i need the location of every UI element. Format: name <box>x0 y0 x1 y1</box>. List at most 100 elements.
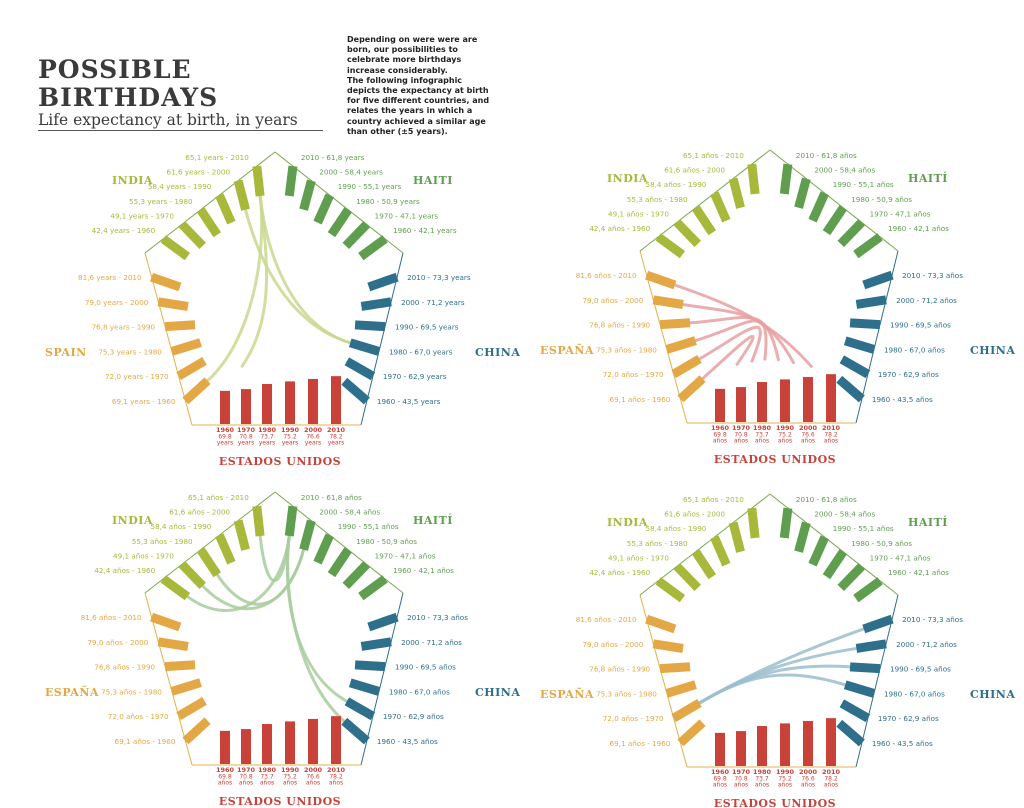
india-bar-1960 <box>160 235 191 261</box>
china-label-2010: 2010 - 73,3 años <box>407 613 468 622</box>
spain-bar-2000 <box>157 297 189 311</box>
spain-label-2010: 81,6 years - 2010 <box>78 273 142 282</box>
haiti-bar-1960 <box>853 233 883 259</box>
india-label-2000: 61,6 años - 2000 <box>169 508 230 517</box>
china-label-1960: 1960 - 43,5 años <box>872 395 933 404</box>
country-name-usa: ESTADOS UNIDOS <box>714 797 836 808</box>
haiti-label-1980: 1980 - 50,9 años <box>851 195 912 204</box>
usa-unit-1990: años <box>778 782 792 789</box>
description-line: celebrate more birthdays <box>347 55 462 65</box>
haiti-label-1970: 1970 - 47,1 years <box>375 211 439 220</box>
usa-unit-1960: años <box>713 438 727 445</box>
india-label-2000: 61,6 años - 2000 <box>664 166 725 175</box>
usa-value-2010: 78.2 <box>329 774 343 781</box>
india-label-1970: 49,1 años - 1970 <box>608 209 669 218</box>
usa-year-2000: 2000 <box>304 426 323 434</box>
china-bar-1960 <box>836 375 865 403</box>
china-label-1980: 1980 - 67,0 años <box>389 687 450 696</box>
usa-year-1970: 1970 <box>237 766 256 774</box>
china-label-1970: 1970 - 62,9 años <box>878 714 939 723</box>
description-line: country achieved a similar age <box>347 116 486 126</box>
india-bar-1970 <box>673 219 701 248</box>
usa-year-1980: 1980 <box>258 426 277 434</box>
spain-label-1990: 76,8 years - 1990 <box>92 323 156 332</box>
india-label-2000: 61,6 años - 2000 <box>664 510 725 519</box>
country-name-india: INDIA <box>607 172 648 185</box>
usa-value-2000: 76.6 <box>306 774 320 781</box>
country-name-india: INDIA <box>112 514 153 527</box>
page-title-line2: BIRTHDAYS <box>38 83 219 112</box>
usa-year-2000: 2000 <box>799 424 818 432</box>
haiti-bar-1970 <box>342 561 370 589</box>
china-bar-1980 <box>843 336 876 354</box>
india-label-1960: 42,4 años - 1960 <box>94 566 155 575</box>
spain-label-1980: 75,3 años - 1980 <box>596 689 657 698</box>
spain-bar-1980 <box>170 678 202 696</box>
india-bar-1990 <box>215 533 236 565</box>
china-bar-2000 <box>360 297 392 311</box>
usa-unit-1970: años <box>734 438 748 445</box>
usa-bar-1970 <box>241 389 251 424</box>
country-name-usa: ESTADOS UNIDOS <box>219 795 341 808</box>
china-bar-2010 <box>862 614 894 634</box>
india-bar-1990 <box>710 535 731 567</box>
china-label-1970: 1970 - 62,9 years <box>383 372 447 381</box>
spain-label-2000: 79,0 años - 2000 <box>582 296 643 305</box>
china-bar-1990 <box>849 318 881 330</box>
haiti-label-2010: 2010 - 61,8 años <box>796 151 857 160</box>
usa-bar-2010 <box>826 718 836 766</box>
usa-value-2010: 78.2 <box>824 432 838 439</box>
india-label-1970: 49,1 years - 1970 <box>110 211 174 220</box>
haiti-bar-1970 <box>837 219 865 247</box>
haiti-bar-1990 <box>313 193 334 225</box>
spain-label-1970: 72,0 años - 1970 <box>603 370 664 379</box>
haiti-bar-1980 <box>822 549 847 580</box>
haiti-bar-1990 <box>808 535 829 567</box>
page-subtitle: Life expectancy at birth, in years <box>38 111 298 129</box>
spain-bar-1970 <box>671 699 702 723</box>
usa-year-2010: 2010 <box>327 766 346 774</box>
spain-bar-1980 <box>665 680 697 698</box>
spain-label-1980: 75,3 años - 1980 <box>596 345 657 354</box>
usa-unit-2010: años <box>824 782 838 789</box>
usa-unit-1980: años <box>260 780 274 787</box>
usa-value-1960: 69.8 <box>713 776 727 783</box>
haiti-bar-2010 <box>284 505 298 537</box>
india-bar-1960 <box>160 575 191 601</box>
usa-year-1990: 1990 <box>776 424 795 432</box>
india-label-1980: 55,3 años - 1980 <box>627 539 688 548</box>
usa-year-1960: 1960 <box>711 768 730 776</box>
haiti-label-1990: 1990 - 55,1 años <box>833 180 894 189</box>
haiti-bar-1990 <box>808 191 829 223</box>
country-name-china: CHINA <box>475 346 520 359</box>
china-label-2000: 2000 - 71,2 años <box>401 638 462 647</box>
usa-year-1990: 1990 <box>776 768 795 776</box>
pentagon-chart-3: 42,4 años - 1960 49,1 años - 1970 55,3 año… <box>45 491 520 808</box>
spain-label-2010: 81,6 años - 2010 <box>81 613 142 622</box>
china-label-2000: 2000 - 71,2 años <box>896 640 957 649</box>
haiti-bar-2010 <box>284 165 298 197</box>
usa-value-1970: 70.8 <box>239 434 253 441</box>
spain-bar-2010 <box>150 272 182 292</box>
spain-label-1980: 75,3 años - 1980 <box>101 687 162 696</box>
haiti-bar-1970 <box>837 563 865 591</box>
india-label-1960: 42,4 años - 1960 <box>589 568 650 577</box>
china-bar-1990 <box>849 662 881 674</box>
spain-label-2000: 79,0 años - 2000 <box>582 640 643 649</box>
india-label-2010: 65,1 años - 2010 <box>188 493 249 502</box>
description-line: depicts the expectancy at birth <box>347 86 489 96</box>
india-bar-1970 <box>178 221 206 250</box>
usa-bar-1980 <box>757 382 767 422</box>
header: POSSIBLE BIRTHDAYS Life expectancy at bi… <box>0 0 1024 140</box>
usa-unit-1980: years <box>259 440 276 447</box>
usa-value-1970: 70.8 <box>239 774 253 781</box>
country-name-china: CHINA <box>970 688 1015 701</box>
usa-year-2010: 2010 <box>822 768 841 776</box>
usa-value-2010: 78.2 <box>329 434 343 441</box>
usa-unit-1970: años <box>239 780 253 787</box>
haiti-label-2000: 2000 - 58,4 años <box>814 510 875 519</box>
usa-unit-1980: años <box>755 782 769 789</box>
usa-unit-2010: años <box>824 438 838 445</box>
china-label-1960: 1960 - 43,5 años <box>377 737 438 746</box>
usa-year-1980: 1980 <box>258 766 277 774</box>
